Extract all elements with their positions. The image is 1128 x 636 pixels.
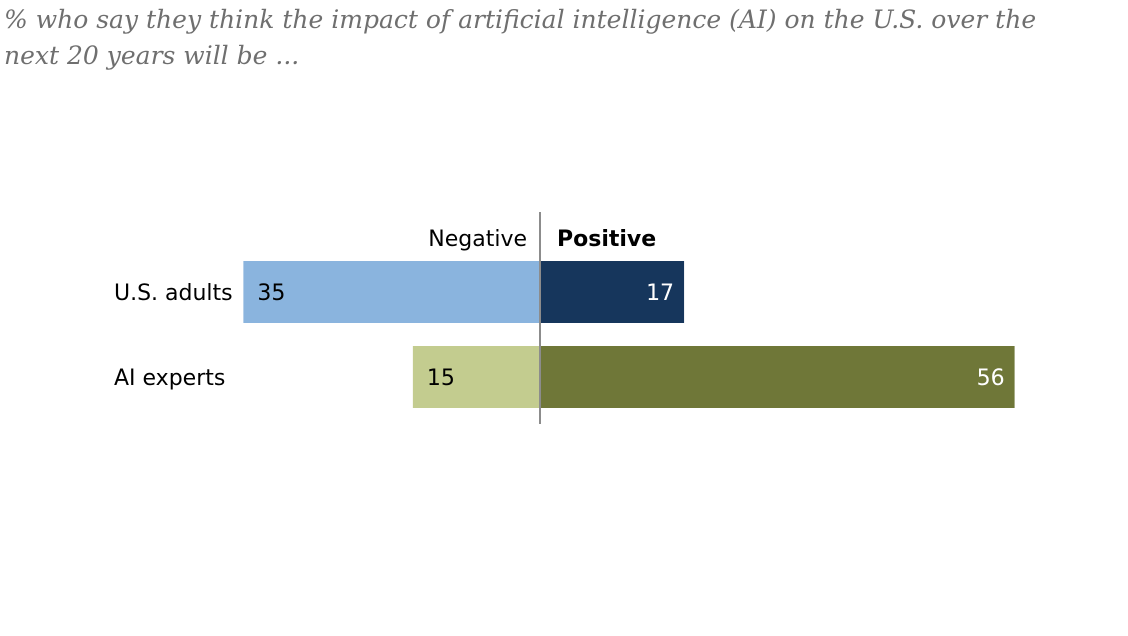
header-negative: Negative (428, 227, 527, 252)
row-label-ai-experts: AI experts (114, 366, 225, 391)
row-label-u-s-adults: U.S. adults (114, 281, 233, 306)
bar-positive-ai-experts (540, 346, 1015, 408)
labels-layer: Negative Positive U.S. adults 35 17 AI expert… (114, 227, 1005, 391)
value-negative-ai-experts: 15 (427, 366, 455, 391)
chart-subtitle: % who say they think the impact of artif… (4, 5, 1037, 70)
bar-negative-u-s-adults (243, 261, 540, 323)
value-negative-u-s-adults: 35 (257, 281, 285, 306)
bars-layer (243, 261, 1015, 408)
header-positive: Positive (557, 227, 656, 252)
value-positive-ai-experts: 56 (977, 366, 1005, 391)
bar-negative-ai-experts (412, 346, 540, 408)
bar-positive-u-s-adults (540, 261, 685, 323)
value-positive-u-s-adults: 17 (646, 281, 674, 306)
